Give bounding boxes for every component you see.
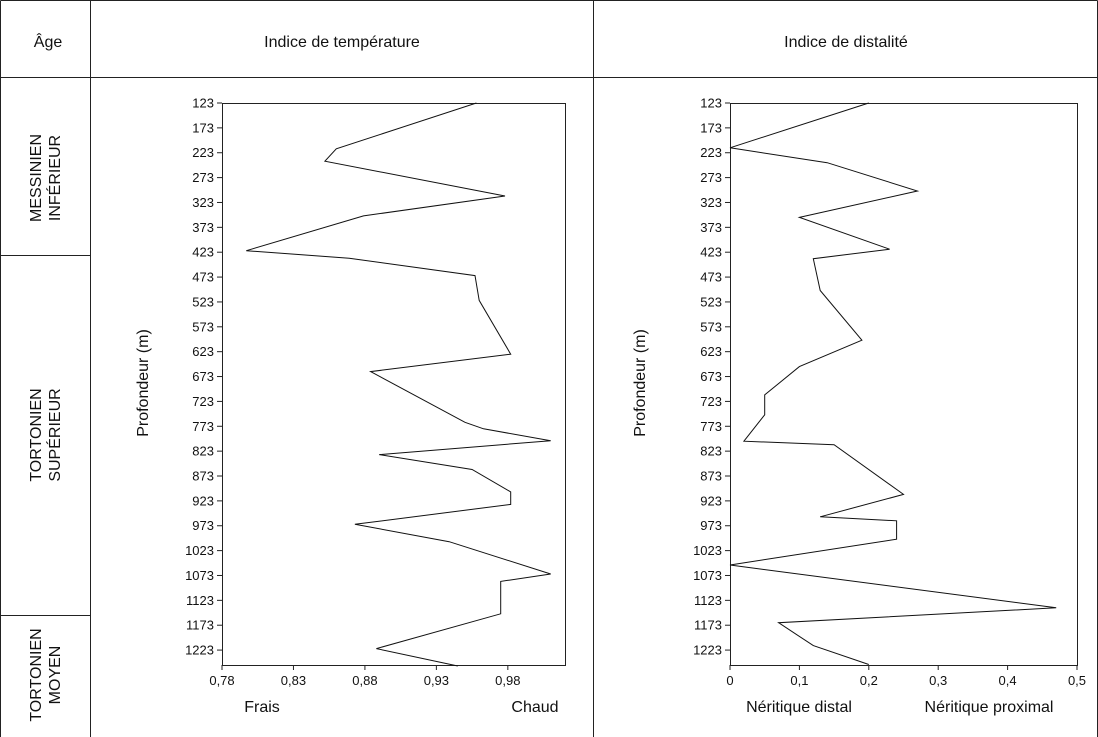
- temperature-x-tick-label: 0,93: [424, 673, 449, 688]
- temperature-y-tick-label: 223: [192, 145, 214, 160]
- age-label-tortonien-moyen-line2: MOYEN: [47, 646, 64, 705]
- temperature-y-tick-label: 1173: [186, 618, 214, 633]
- distality-y-tick-label: 573: [700, 319, 722, 334]
- distality-y-tick-label: 323: [700, 195, 722, 210]
- distality-y-tick-label: 873: [700, 469, 722, 484]
- distality-y-tick-label: 1023: [693, 543, 722, 558]
- distality-y-tick-label: 173: [700, 120, 722, 135]
- distality-chart: 123 173 223 273 323 373 423 473 523 573 623 673 723 7…: [632, 96, 1086, 717]
- distality-x-tick-label: 0,1: [790, 673, 808, 688]
- distality-y-tick-label: 723: [700, 394, 722, 409]
- age-label-tortonien-superieur-line2: SUPÉRIEUR: [45, 388, 64, 481]
- distality-y-tick-label: 1123: [694, 593, 722, 608]
- temperature-y-tick-label: 723: [192, 394, 214, 409]
- distality-x-tick-label: 0,5: [1068, 673, 1086, 688]
- distality-y-tick-label: 823: [700, 444, 722, 459]
- temperature-chart: 123 173 223 273 323 373 423 473 523 573 623 673 723 7…: [135, 96, 566, 716]
- temperature-y-tick-label: 1073: [185, 568, 214, 583]
- age-label-tortonien-superieur-line1: TORTONIEN: [28, 388, 45, 481]
- distality-y-tick-label: 523: [700, 294, 722, 309]
- temperature-y-tick-label: 173: [192, 120, 214, 135]
- distality-y-tick-label: 973: [700, 518, 722, 533]
- temperature-y-tick-label: 273: [192, 170, 214, 185]
- temperature-y-tick-label: 1023: [185, 543, 214, 558]
- distality-y-tick-label: 1073: [693, 568, 722, 583]
- distality-y-tick-label: 223: [700, 145, 722, 160]
- age-label-messinien-inferieur-line1: MESSINIEN: [28, 134, 45, 222]
- temperature-y-tick-label: 1223: [185, 643, 214, 658]
- temperature-x-tick-label: 0,98: [495, 673, 520, 688]
- age-label-tortonien-moyen-line1: TORTONIEN: [28, 628, 45, 721]
- distality-column-header: Indice de distalité: [784, 34, 908, 51]
- distality-x-tick-label: 0,4: [999, 673, 1017, 688]
- distality-y-tick-label: 1173: [694, 618, 722, 633]
- temperature-y-tick-label: 123: [192, 96, 214, 111]
- temperature-y-tick-label: 623: [192, 344, 214, 359]
- temperature-y-tick-label: 673: [192, 369, 214, 384]
- distality-x-end-label-left: Néritique distal: [746, 699, 852, 716]
- temperature-y-tick-label: 1123: [186, 593, 214, 608]
- distality-y-tick-label: 773: [700, 419, 722, 434]
- temperature-y-tick-label: 523: [192, 294, 214, 309]
- temperature-y-tick-label: 773: [192, 419, 214, 434]
- temperature-y-tick-label: 823: [192, 444, 214, 459]
- temperature-column-header: Indice de température: [264, 34, 420, 51]
- age-labels: MESSINIEN INFÉRIEUR TORTONIEN SUPÉRIEUR …: [28, 134, 64, 722]
- distality-x-tick-label: 0,3: [929, 673, 947, 688]
- temperature-x-tick-label: 0,88: [352, 673, 377, 688]
- temperature-y-tick-label: 473: [192, 270, 214, 285]
- distality-y-tick-label: 423: [700, 245, 722, 260]
- distality-x-tick-label: 0,2: [860, 673, 878, 688]
- distality-y-tick-label: 923: [700, 493, 722, 508]
- temperature-y-tick-label: 423: [192, 245, 214, 260]
- age-header: Âge: [34, 32, 63, 51]
- temperature-x-end-label-right: Chaud: [511, 699, 558, 716]
- age-label-messinien-inferieur-line2: INFÉRIEUR: [45, 135, 64, 221]
- distality-y-tick-label: 473: [700, 270, 722, 285]
- temperature-y-tick-label: 873: [192, 469, 214, 484]
- temperature-y-tick-label: 373: [192, 220, 214, 235]
- distality-series-line: [729, 102, 1057, 665]
- temperature-plot-area: [222, 103, 566, 666]
- distality-x-tick-label: 0: [726, 673, 733, 688]
- distality-y-tick-label: 373: [700, 220, 722, 235]
- temperature-x-end-label-left: Frais: [244, 699, 280, 716]
- temperature-y-tick-label: 323: [192, 195, 214, 210]
- temperature-y-tick-label: 923: [192, 493, 214, 508]
- distality-x-end-label-right: Néritique proximal: [925, 699, 1054, 716]
- distality-y-axis-label: Profondeur (m): [632, 329, 649, 437]
- distality-y-tick-label: 673: [700, 369, 722, 384]
- distality-y-tick-label: 273: [700, 170, 722, 185]
- temperature-y-tick-label: 573: [192, 319, 214, 334]
- temperature-y-axis-label: Profondeur (m): [135, 329, 152, 437]
- distality-y-tick-label: 123: [700, 96, 722, 111]
- temperature-series-line: [246, 102, 551, 667]
- temperature-x-tick-label: 0,83: [281, 673, 306, 688]
- temperature-x-tick-label: 0,78: [209, 673, 234, 688]
- distality-y-tick-label: 623: [700, 344, 722, 359]
- temperature-y-tick-label: 973: [192, 518, 214, 533]
- distality-y-tick-label: 1223: [693, 643, 722, 658]
- distality-plot-area: [730, 103, 1078, 666]
